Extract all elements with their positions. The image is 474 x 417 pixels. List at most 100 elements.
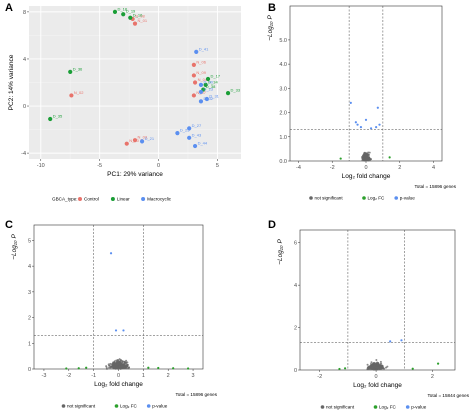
x-tick-label: -2 — [317, 374, 322, 380]
pca-point-label: D_40 — [203, 79, 213, 84]
legend-label: Log₂ FC — [120, 404, 138, 409]
pca-point — [68, 69, 73, 75]
y-tick-label: 5.0 — [279, 38, 287, 44]
y-tick-label: 2 — [28, 316, 31, 322]
pvalue-point — [364, 118, 368, 121]
pvalue-point — [369, 127, 373, 130]
ns-point — [116, 361, 119, 364]
legend-marker — [373, 405, 378, 409]
legend-marker — [405, 405, 410, 409]
pca-point — [225, 90, 231, 96]
pca-point-label: D_43 — [192, 132, 202, 137]
pca-point-label: N_09 — [196, 70, 206, 75]
ns-point — [117, 362, 120, 365]
x-tick-label: 4 — [432, 165, 435, 171]
fc-point — [343, 367, 347, 370]
ns-point — [369, 365, 372, 368]
x-tick-label: 3 — [192, 373, 195, 379]
ns-point — [112, 362, 115, 365]
ns-point — [109, 366, 112, 369]
ns-point — [364, 156, 367, 159]
x-tick-label: -4 — [296, 165, 301, 171]
panel-label-d: D — [268, 219, 276, 231]
x-tick-label: 0 — [157, 163, 160, 169]
legend-marker — [309, 196, 313, 200]
panel-label-b: B — [268, 2, 276, 14]
y-axis-title: PC2: 14% variance — [8, 54, 15, 110]
ns-point — [378, 367, 381, 370]
pvalue-point — [114, 329, 118, 332]
ns-point — [125, 359, 128, 362]
ns-point — [113, 366, 116, 369]
legend-marker — [110, 197, 115, 201]
y-tick-label: 8 — [23, 10, 26, 16]
total-count: Total = 15844 genes — [427, 393, 469, 398]
ns-point — [375, 359, 378, 362]
legend-label: not significant — [67, 404, 96, 409]
ns-point — [362, 157, 365, 160]
ns-point — [385, 366, 388, 369]
y-tick-label: 2.0 — [279, 111, 287, 117]
pca-point-label: D_18 — [117, 6, 127, 11]
pca-point — [132, 138, 138, 143]
ns-point — [375, 362, 378, 365]
fc-point — [65, 367, 68, 370]
pvalue-point — [400, 339, 403, 342]
legend-marker — [146, 404, 151, 408]
legend-label: Control — [84, 197, 99, 202]
pca-point — [205, 76, 211, 82]
legend-label: p-value — [152, 404, 168, 409]
ns-point — [123, 363, 126, 366]
ns-point — [373, 365, 376, 368]
pca-point — [198, 99, 204, 104]
fc-point — [77, 367, 80, 370]
y-tick-label: 6 — [294, 241, 297, 247]
ns-point — [362, 154, 365, 157]
total-count: Total = 15896 genes — [414, 184, 456, 189]
ns-point — [369, 368, 372, 371]
y-tick-label: 0 — [28, 367, 31, 373]
pca-point-label: D_44 — [198, 141, 208, 146]
y-tick-label: 4 — [28, 264, 31, 270]
x-tick-label: 2 — [398, 165, 401, 171]
ns-point — [119, 366, 122, 369]
pca-point — [192, 80, 198, 85]
pca-point — [191, 62, 196, 67]
x-tick-label: 2 — [431, 374, 434, 380]
y-tick-label: 1.0 — [279, 135, 287, 141]
pca-point — [69, 93, 74, 98]
ns-point — [375, 368, 378, 371]
fc-point — [172, 367, 175, 370]
y-tick-label: 0.0 — [279, 159, 287, 165]
ns-point — [379, 363, 382, 366]
x-tick-label: 2 — [167, 373, 170, 379]
legend-marker — [320, 405, 325, 409]
ns-point — [370, 361, 373, 364]
pca-chart: -10 -5 0 5 -4 0 4 8 PC1: 29% variance PC2: 14% va… — [8, 6, 241, 202]
pca-point — [198, 89, 204, 95]
plot-frame — [33, 224, 204, 370]
ns-point — [113, 360, 116, 363]
total-count: Total = 15896 genes — [175, 392, 217, 397]
pvalue-point — [354, 121, 357, 124]
legend-label: Macrocyclic — [147, 197, 172, 202]
legend-marker — [141, 197, 146, 201]
ns-point — [119, 360, 122, 363]
y-tick-label: 0 — [294, 368, 297, 374]
legend-marker — [61, 404, 66, 408]
y-tick-label: 5 — [28, 238, 31, 244]
ns-point — [111, 364, 114, 367]
pca-point-label: D_34 — [208, 79, 218, 84]
y-tick-label: 0 — [23, 104, 26, 110]
volcano-chart-c: 0 1 2 3 4 5 -3 -2 -1 0 1 2 3 Log₂ fold change −Log₁₀ P… — [11, 224, 218, 409]
pca-point — [191, 93, 196, 98]
pca-point-label: D_19 — [126, 9, 136, 14]
pvalue-point — [389, 340, 392, 343]
fc-point — [339, 157, 342, 160]
pvalue-point — [356, 123, 359, 126]
y-tick-label: 1 — [28, 341, 31, 347]
y-tick-label: 3.0 — [279, 86, 287, 92]
ns-point — [123, 360, 126, 363]
x-tick-label: -1 — [91, 373, 96, 379]
fc-point — [147, 366, 150, 369]
